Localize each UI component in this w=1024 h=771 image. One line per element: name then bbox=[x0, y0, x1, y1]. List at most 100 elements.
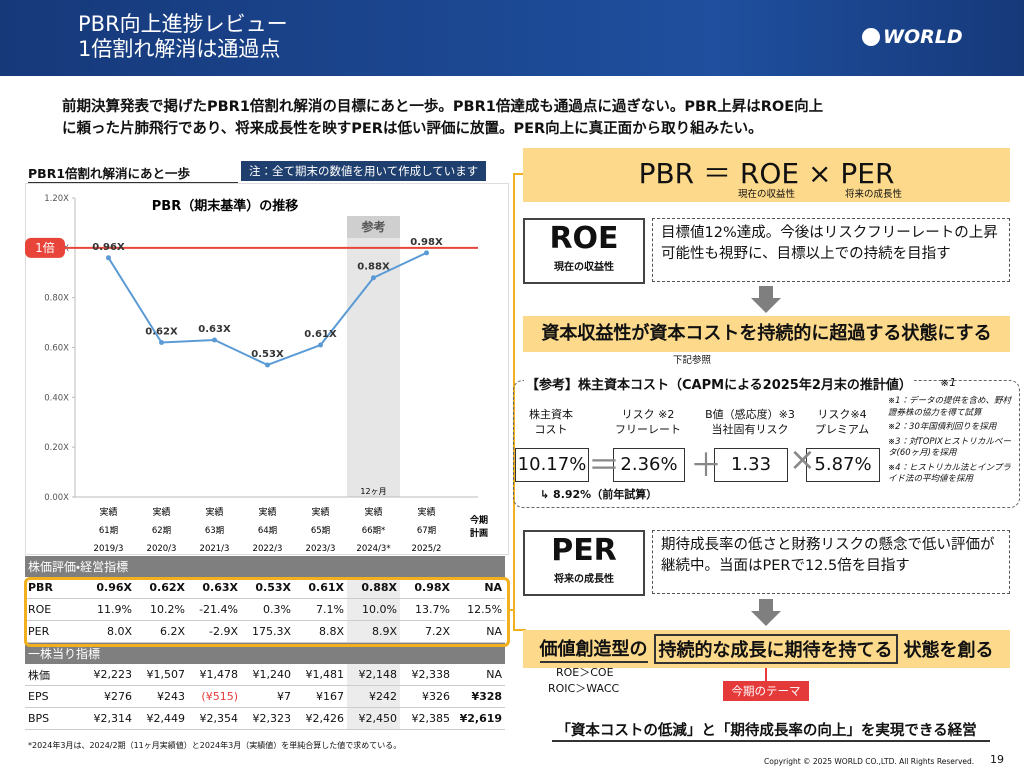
table-row: EPS ¥276 ¥243 (¥515) ¥7 ¥167 ¥242 ¥326 ¥328 bbox=[25, 685, 506, 708]
arrow-shape bbox=[751, 286, 781, 313]
section-title: 一株当り指標 bbox=[25, 642, 506, 664]
row-label: PBR bbox=[25, 577, 82, 599]
highlight-band bbox=[347, 216, 400, 497]
value-label: 0.98X bbox=[410, 237, 443, 248]
item-label: リスク ※2 bbox=[621, 408, 675, 421]
table-cell: ¥2,426 bbox=[294, 707, 347, 730]
table-cell: ¥242 bbox=[347, 685, 400, 708]
title-line: 1倍割れ解消は通過点 bbox=[78, 37, 281, 61]
roe-title: ROE bbox=[549, 221, 619, 256]
conclusion-rule bbox=[552, 740, 990, 742]
table-cell: 0.53X bbox=[241, 577, 294, 599]
highlight-label: 参考 bbox=[360, 219, 385, 234]
table-cell: ¥2,338 bbox=[400, 664, 453, 686]
table-cell: 175.3X bbox=[241, 620, 294, 643]
x-kind: 実績 bbox=[311, 506, 329, 518]
header-bar bbox=[0, 0, 1024, 76]
per-box: PER 将来の成長性 bbox=[523, 530, 645, 596]
item-value: 5.87% bbox=[806, 448, 880, 482]
table-cell: 13.7% bbox=[400, 598, 453, 621]
table-cell: (¥515) bbox=[188, 685, 241, 708]
table-cell: ¥7 bbox=[241, 685, 294, 708]
table-cell: ¥1,478 bbox=[188, 664, 241, 686]
formula-sub: 将来の成長性 bbox=[845, 189, 903, 200]
arrow bbox=[751, 286, 781, 313]
row-label: BPS bbox=[25, 707, 82, 730]
table-cell: 8.9X bbox=[347, 620, 400, 643]
reference-title: 【参考】株主資本コスト（CAPMによる2025年2月末の推計値） bbox=[524, 374, 914, 393]
value-label: 0.61X bbox=[304, 329, 337, 340]
x-kind: 実績 bbox=[258, 506, 276, 518]
roe-text: 目標値12%達成。今後はリスクフリーレートの上昇可能性も視野に、目標以上での持続… bbox=[652, 218, 1010, 282]
table-cell: 10.2% bbox=[135, 598, 188, 621]
x-date: 2019/3 bbox=[94, 544, 124, 554]
formula-sub: 現在の収益性 bbox=[738, 189, 796, 200]
section-row: 株価評価・経営指標 bbox=[25, 556, 506, 577]
row-label: EPS bbox=[25, 685, 82, 708]
table-cell: 0.88X bbox=[347, 577, 400, 599]
table-cell: ¥326 bbox=[400, 685, 453, 708]
x-date: 2025/2 bbox=[412, 544, 442, 554]
table-row: 株価 ¥2,223 ¥1,507 ¥1,478 ¥1,240 ¥1,481 ¥2,148 ¥2… bbox=[25, 664, 506, 686]
reference-notes: ※1：データの提供を含め、野村證券株の協力を得て試算 ※2：30年国債利回りを採用… bbox=[888, 396, 1018, 489]
x-kind: 実績 bbox=[417, 506, 435, 518]
per-text: 期待成長率の低さと財務リスクの懸念で低い評価が継続中。当面はPERで12.5倍を… bbox=[652, 530, 1010, 594]
table-cell: 0.62X bbox=[135, 577, 188, 599]
section-title: 株価評価・経営指標 bbox=[25, 556, 506, 577]
item-label: フリーレート bbox=[615, 423, 681, 436]
point bbox=[106, 255, 111, 261]
table-cell: -21.4% bbox=[188, 598, 241, 621]
lead-line: に頼った片肺飛行であり、将来成長性を映すPERは低い評価に放置。PER向上に真正… bbox=[62, 121, 763, 137]
conclusion: 「資本コストの低減」と「期待成長率の向上」を実現できる経営 bbox=[556, 723, 977, 739]
table-cell: ¥328 bbox=[453, 685, 506, 708]
table-cell: ¥1,507 bbox=[135, 664, 188, 686]
roe-sub: 現在の収益性 bbox=[554, 262, 614, 273]
chart-title: PBR（期末基準）の推移 bbox=[152, 198, 298, 214]
y-tick-label: 0.80X bbox=[44, 294, 69, 304]
highlight-note: 12ヶ月 bbox=[360, 487, 386, 496]
banner-sub: 下記参照 bbox=[673, 355, 712, 366]
table-cell: 10.0% bbox=[347, 598, 400, 621]
x-date: 2022/3 bbox=[253, 544, 283, 554]
row-label: ROE bbox=[25, 598, 82, 621]
banner: 価値創造型の 持続的な成長に期待を持てる 状態を創る bbox=[523, 630, 1010, 668]
x-tick-label: 61期 bbox=[99, 526, 118, 536]
arrow-shape bbox=[751, 599, 781, 626]
x-tick-label: 65期 bbox=[311, 526, 330, 536]
table-cell: 0.98X bbox=[400, 577, 453, 599]
x-kind: 実績 bbox=[205, 506, 223, 518]
tag-line bbox=[765, 668, 767, 682]
item-label: B値（感応度）※3 bbox=[705, 408, 795, 421]
chart-frame bbox=[25, 183, 509, 555]
table-cell: ¥2,385 bbox=[400, 707, 453, 730]
x-tick-label: 64期 bbox=[258, 526, 277, 536]
item-value: 1.33 bbox=[714, 448, 788, 482]
highlight-band bbox=[347, 216, 400, 238]
chart: 参考12ヶ月0.00X0.20X0.40X0.60X0.80X1.00X1.20… bbox=[25, 194, 488, 554]
value-label: 0.62X bbox=[145, 327, 178, 338]
reference-label: 1倍 bbox=[35, 240, 55, 255]
table-cell: ¥243 bbox=[135, 685, 188, 708]
table-cell: 12.5% bbox=[453, 598, 506, 621]
data-table: 株価評価・経営指標 PBR 0.96X 0.62X 0.63X 0.53X 0.61X 0.8… bbox=[25, 556, 506, 730]
point bbox=[159, 340, 164, 346]
x-tick-label: 62期 bbox=[152, 526, 171, 536]
table-cell: 7.2X bbox=[400, 620, 453, 643]
table-cell: 0.63X bbox=[188, 577, 241, 599]
banner-part: 持続的な成長に期待を持てる bbox=[653, 634, 898, 664]
note: 注：全て期末の数値を用いて作成しています bbox=[241, 161, 487, 181]
item-label: プレミアム bbox=[814, 423, 870, 436]
table-cell: ¥2,450 bbox=[347, 707, 400, 730]
x-date: 2021/3 bbox=[200, 544, 230, 554]
table-cell: -2.9X bbox=[188, 620, 241, 643]
y-tick-label: 0.00X bbox=[44, 493, 69, 503]
per-title: PER bbox=[551, 533, 617, 568]
banner-part: 価値創造型の bbox=[539, 635, 648, 663]
reference-badge bbox=[25, 237, 65, 258]
item-label: コスト bbox=[534, 423, 568, 436]
table-cell: 0.61X bbox=[294, 577, 347, 599]
arrow bbox=[751, 599, 781, 626]
tag: 今期のテーマ bbox=[723, 681, 809, 701]
x-kind: 実績 bbox=[364, 506, 382, 518]
